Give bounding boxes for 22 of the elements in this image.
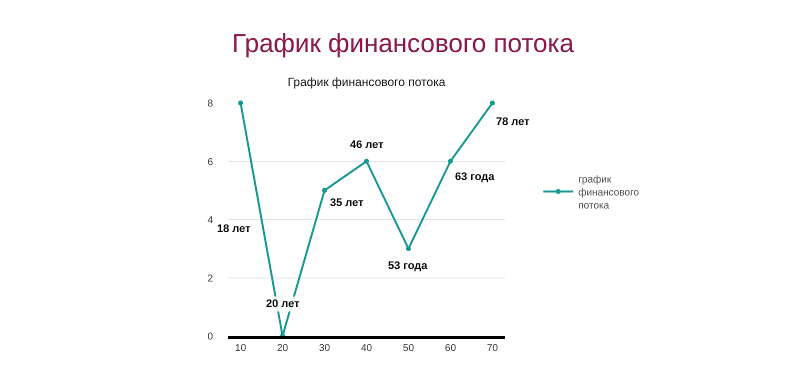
annotation: 35 лет xyxy=(330,197,364,209)
annotation: 63 года xyxy=(455,171,496,183)
y-tick-label: 0 xyxy=(207,332,214,342)
y-tick-label: 4 xyxy=(207,215,214,226)
x-tick-label: 70 xyxy=(486,343,498,354)
chart-subtitle: График финансового потока xyxy=(288,75,446,90)
annotation: 18 лет xyxy=(217,223,252,235)
legend-label: график финансового потока xyxy=(578,174,640,212)
y-tick-label: 6 xyxy=(207,156,214,168)
x-tick-label: 40 xyxy=(360,343,372,354)
annotation: 53 года xyxy=(388,260,428,272)
chart-title: График финансового потока xyxy=(232,28,574,58)
x-tick-label: 20 xyxy=(276,343,289,354)
x-tick-label: 10 xyxy=(235,343,247,354)
annotation: 78 лет xyxy=(496,116,530,128)
x-tick-label: 30 xyxy=(318,343,331,354)
annotation: 20 лет xyxy=(266,298,300,310)
x-tick-label: 50 xyxy=(402,343,414,354)
y-tick-label: 8 xyxy=(207,98,214,110)
y-tick-label: 2 xyxy=(207,273,214,284)
x-tick-label: 60 xyxy=(444,343,456,354)
annotation: 46 лет xyxy=(350,139,384,151)
